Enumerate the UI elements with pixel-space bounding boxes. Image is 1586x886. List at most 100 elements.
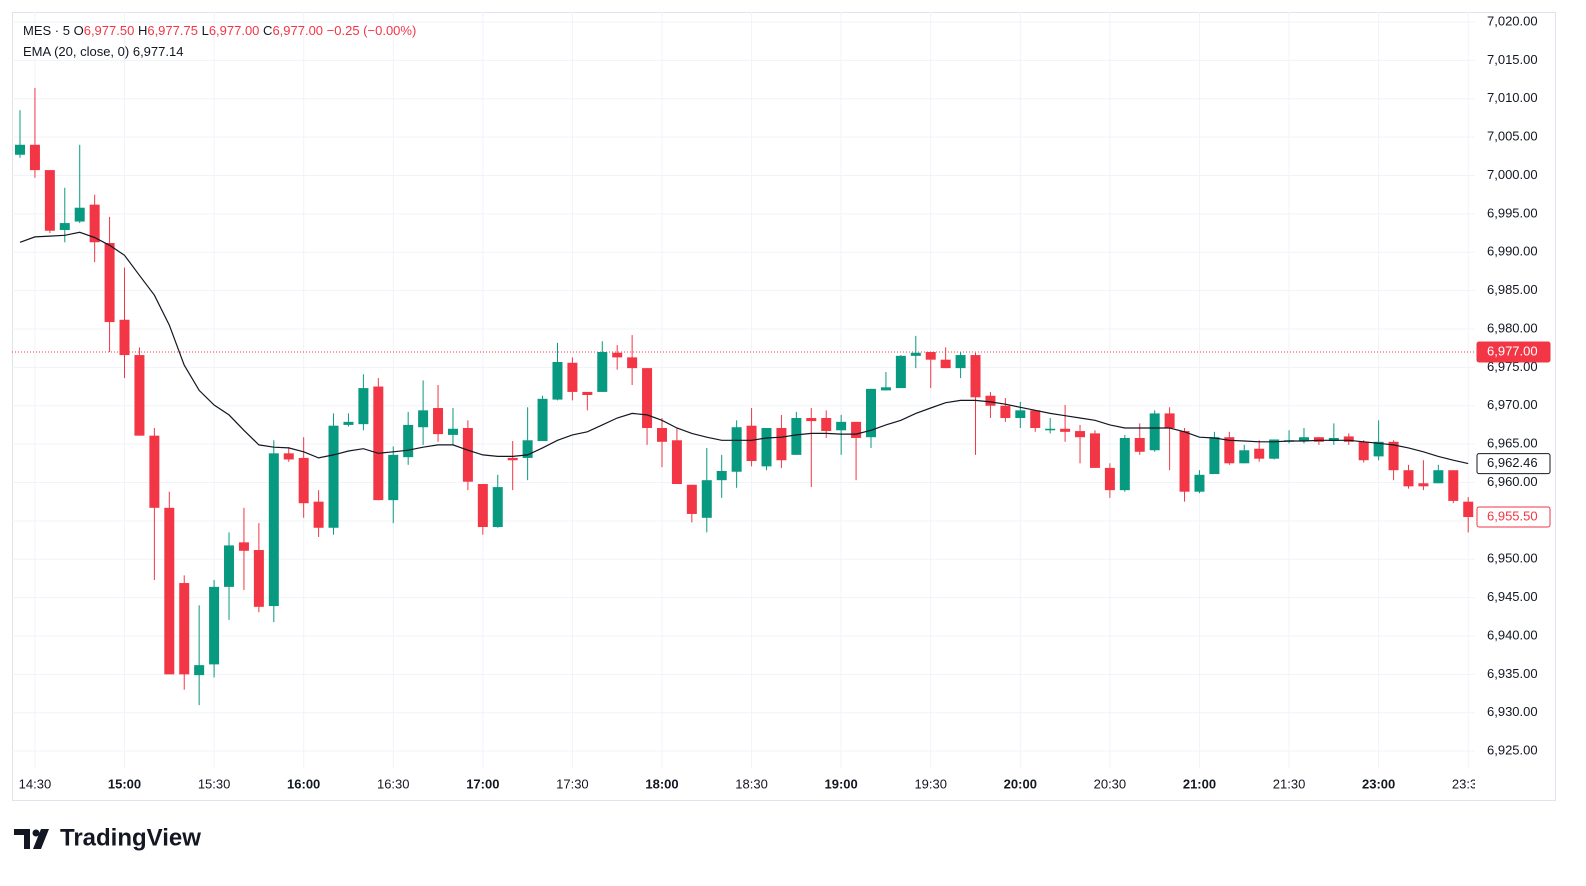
candle-body: [627, 357, 638, 369]
candle-body: [761, 427, 772, 467]
x-tick-label: 18:30: [735, 776, 768, 791]
candle-body: [851, 421, 862, 438]
y-tick-label: 6,950.00: [1487, 551, 1538, 566]
plot-area: 14:30 15:00 15:30 16:00 16:30 17:00 17:30 18:00…: [12, 87, 1485, 791]
y-tick-label: 6,925.00: [1487, 743, 1538, 758]
y-tick-label: 6,970.00: [1487, 397, 1538, 412]
candle-body: [821, 418, 832, 432]
price-label-box: [1476, 506, 1551, 528]
x-tick-label: 16:00: [287, 776, 320, 791]
candle-body: [1119, 437, 1130, 491]
candle-body: [612, 352, 623, 358]
x-tick-label: 18:00: [645, 776, 678, 791]
x-tick-label: 16:30: [377, 776, 410, 791]
candle-body: [1224, 437, 1235, 464]
candle-body: [866, 388, 877, 438]
candle-body: [701, 480, 712, 518]
candle-body: [671, 440, 682, 485]
candle-body: [343, 421, 354, 425]
candle-body: [925, 352, 936, 360]
candle-body: [313, 501, 324, 528]
candle-body: [1089, 433, 1100, 468]
candle-body: [507, 457, 518, 461]
candle-body: [433, 408, 444, 435]
candle-body: [477, 484, 488, 528]
x-tick-label: 14:30: [19, 776, 52, 791]
candle-body: [1000, 405, 1011, 419]
candle-body: [806, 418, 817, 422]
y-tick-label: 6,930.00: [1487, 704, 1538, 719]
candle-body: [283, 453, 294, 460]
candle-body: [1373, 441, 1384, 457]
candle-body: [194, 665, 205, 676]
y-tick-label: 6,990.00: [1487, 244, 1538, 259]
y-tick-label: 6,985.00: [1487, 282, 1538, 297]
y-tick-label: 6,975.00: [1487, 359, 1538, 374]
candle-body: [1104, 467, 1115, 491]
candle-body: [1328, 437, 1339, 442]
candle-body: [1313, 437, 1324, 442]
candle-body: [1388, 441, 1399, 471]
candle-body: [268, 453, 279, 607]
candle-body: [746, 425, 757, 461]
candle-body: [1448, 470, 1459, 501]
x-tick-label: 23:30: [1452, 776, 1485, 791]
x-tick-label: 19:30: [914, 776, 947, 791]
candle-body: [462, 427, 473, 482]
candle-body: [1015, 410, 1026, 419]
candle-body: [358, 388, 369, 425]
candle-body: [447, 428, 458, 435]
legend-item: L: [202, 23, 209, 38]
y-tick-label: 6,995.00: [1487, 205, 1538, 220]
candle-body: [89, 204, 100, 243]
candle-body: [15, 144, 25, 155]
candle-body: [567, 362, 578, 392]
candle-body: [298, 457, 309, 504]
y-tick-label: 7,015.00: [1487, 52, 1538, 67]
x-tick-label: 23:00: [1362, 776, 1395, 791]
legend-row: MES · 5 O6,977.50 H6,977.75 L6,977.00 C6…: [23, 23, 416, 38]
legend-item: H: [138, 23, 147, 38]
price-label-box: [1476, 453, 1551, 475]
candle-body: [940, 359, 951, 369]
legend-item: 6,977.50: [84, 23, 135, 38]
candle-body: [44, 170, 55, 231]
candle-body: [164, 507, 175, 675]
candle-body: [253, 550, 264, 607]
price-label-box: [1476, 341, 1551, 363]
candle-body: [1134, 437, 1145, 452]
candle-body: [791, 418, 802, 455]
candle-body: [716, 470, 727, 481]
chart-frame: [12, 12, 1556, 801]
candle-body: [149, 435, 160, 508]
y-tick-label: 6,980.00: [1487, 320, 1538, 335]
candle-body: [642, 368, 653, 428]
y-tick-label: 7,010.00: [1487, 90, 1538, 105]
legend-item: 6,977.14: [133, 44, 184, 59]
legend-item: O: [74, 23, 84, 38]
candle-body: [537, 398, 548, 442]
candle-body: [1179, 431, 1190, 492]
candle-body: [686, 484, 697, 514]
candle-body: [238, 542, 249, 551]
candle-body: [970, 355, 981, 398]
candle-body: [1164, 413, 1175, 428]
logo-mark: [33, 829, 49, 849]
candle-body: [895, 355, 906, 389]
candle-body: [776, 427, 787, 461]
legend-item: −0.25 (−0.00%): [327, 23, 417, 38]
x-tick-label: 15:30: [198, 776, 231, 791]
x-tick-label: 17:00: [466, 776, 499, 791]
candle-body: [1343, 436, 1354, 442]
legend-item: 6,977.00: [209, 23, 260, 38]
candle-body: [328, 425, 339, 528]
legend-item: C: [263, 23, 272, 38]
candle-body: [1463, 501, 1474, 518]
candle-body: [910, 352, 921, 356]
y-tick-label: 6,935.00: [1487, 666, 1538, 681]
candle-body: [1403, 470, 1414, 487]
x-tick-label: 17:30: [556, 776, 589, 791]
candle-body: [1298, 437, 1309, 442]
y-tick-label: 6,945.00: [1487, 589, 1538, 604]
candle-body: [388, 454, 399, 501]
